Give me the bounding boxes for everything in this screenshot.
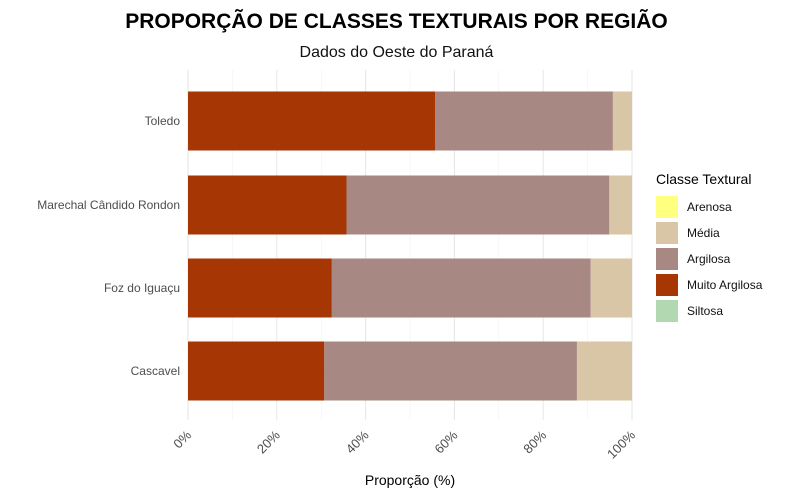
bar-segment <box>188 91 436 151</box>
bar-segment <box>576 341 632 401</box>
legend-swatch <box>656 196 678 218</box>
x-tick-label: 80% <box>520 427 549 456</box>
legend-item: Muito Argilosa <box>656 272 762 298</box>
x-tick-label: 100% <box>604 427 638 461</box>
x-tick-label: 20% <box>254 427 283 456</box>
legend-label: Argilosa <box>687 252 731 266</box>
category-label: Toledo <box>145 114 181 128</box>
x-tick-label: 0% <box>170 427 194 451</box>
legend: Classe Textural Arenosa Média Argilosa Muit… <box>656 171 762 324</box>
bar-segment <box>609 175 632 235</box>
legend-item: Siltosa <box>656 298 762 324</box>
bar-segment <box>188 175 347 235</box>
legend-label: Muito Argilosa <box>687 278 763 292</box>
bar-segment <box>590 258 632 318</box>
x-tick-label: 60% <box>432 427 461 456</box>
bar-segment <box>331 258 591 318</box>
bar-layer <box>188 91 632 401</box>
legend-label: Siltosa <box>687 304 724 318</box>
legend-title: Classe Textural <box>656 171 752 187</box>
chart-subtitle: Dados do Oeste do Paraná <box>299 44 494 61</box>
legend-label: Arenosa <box>687 200 732 214</box>
category-labels: Toledo Marechal Cândido Rondon Foz do Igua… <box>37 114 180 378</box>
x-tick-labels: 0% 20% 40% 60% 80% 100% <box>170 427 638 461</box>
bar-segment <box>435 91 613 151</box>
legend-swatch <box>656 222 678 244</box>
bar-segment <box>346 175 610 235</box>
x-tick-label: 40% <box>343 427 372 456</box>
bar-segment <box>612 91 632 151</box>
category-label: Marechal Cândido Rondon <box>37 198 180 212</box>
bar-segment <box>188 341 325 401</box>
x-axis-title: Proporção (%) <box>365 472 455 488</box>
chart-title: PROPORÇÃO DE CLASSES TEXTURAIS POR REGIÃ… <box>125 10 668 33</box>
legend-swatch <box>656 274 678 296</box>
bar-segment <box>324 341 577 401</box>
bar-segment <box>188 258 332 318</box>
category-label: Foz do Iguaçu <box>104 281 180 295</box>
legend-swatch <box>656 248 678 270</box>
legend-item: Arenosa <box>656 194 762 220</box>
legend-item: Argilosa <box>656 246 762 272</box>
legend-item: Média <box>656 220 762 246</box>
legend-items: Arenosa Média Argilosa Muito Argilosa Siltos… <box>656 194 762 324</box>
category-label: Cascavel <box>131 364 180 378</box>
legend-swatch <box>656 300 678 322</box>
legend-label: Média <box>687 226 720 240</box>
